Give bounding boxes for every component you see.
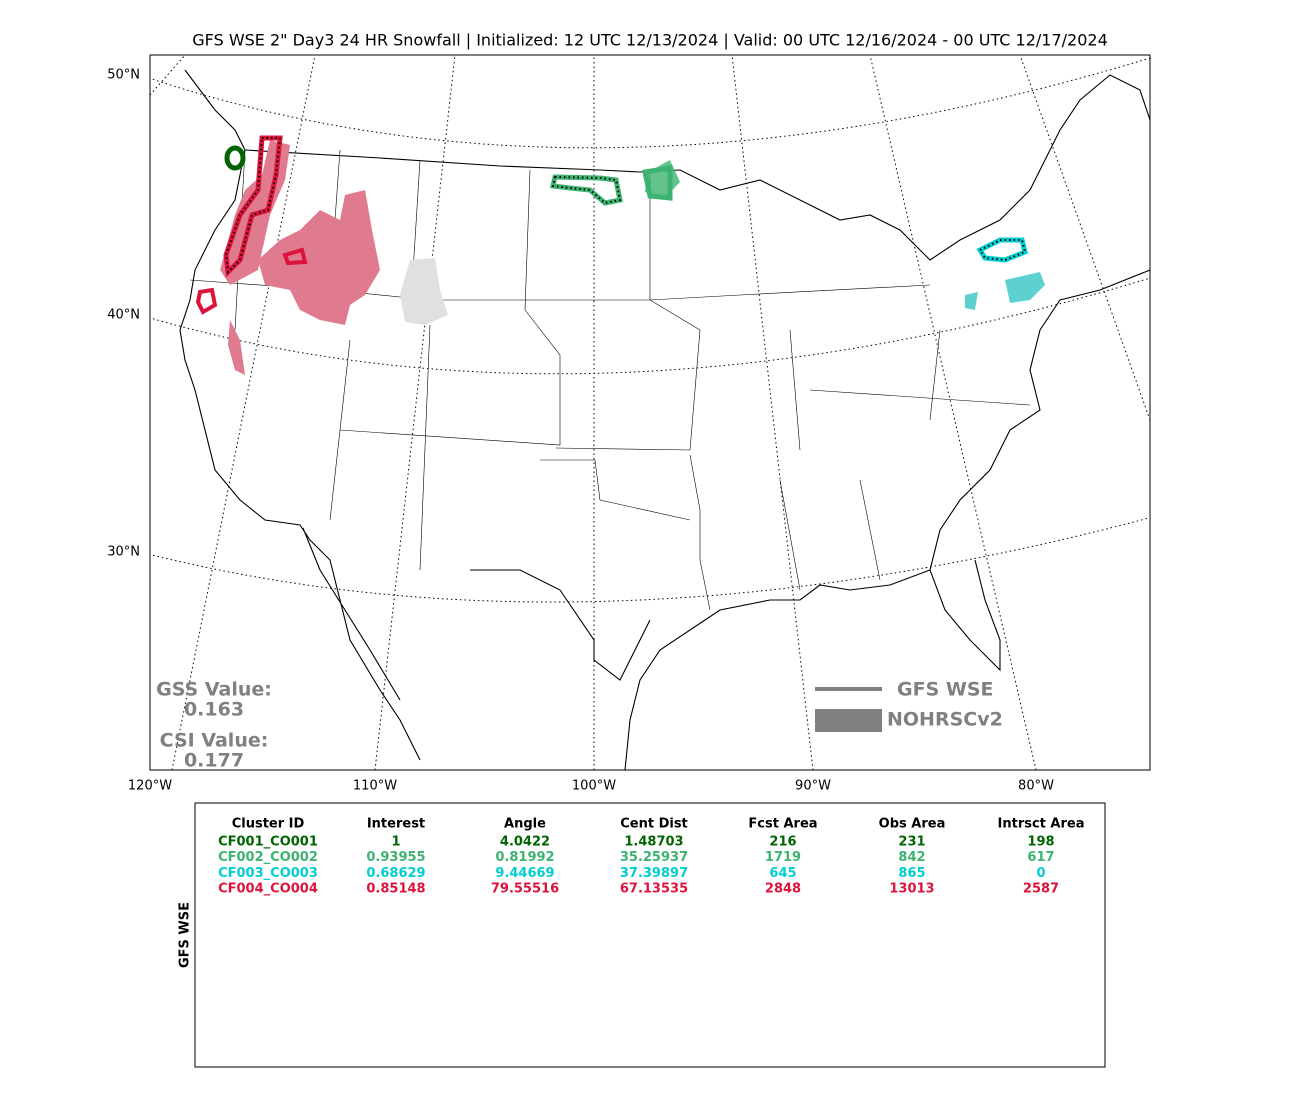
graticule	[150, 57, 1150, 149]
table-cell: 1	[391, 835, 400, 850]
graticule	[1019, 55, 1150, 421]
table-cell: CF004_CO004	[218, 882, 318, 897]
table-cell: CF002_CO002	[218, 850, 318, 865]
table-cell: 0.93955	[366, 850, 425, 865]
obs-area	[228, 320, 245, 375]
lon-label: 80°W	[1018, 779, 1054, 794]
graticule	[869, 55, 1037, 770]
obs-area	[258, 190, 380, 325]
table-cell: 4.0422	[500, 835, 550, 850]
table-header: Angle	[504, 817, 546, 832]
fcst-contour	[551, 175, 1027, 262]
map	[150, 55, 1150, 770]
table-cell: 865	[898, 866, 925, 881]
graticule	[374, 55, 456, 770]
table-cell: 645	[769, 866, 796, 881]
lon-label: 100°W	[572, 779, 616, 794]
table-cell: 9.44669	[495, 866, 554, 881]
table-header: Intrsct Area	[998, 817, 1085, 832]
table-header: Obs Area	[879, 817, 946, 832]
lat-label: 50°N	[107, 68, 140, 83]
table-cell: 13013	[889, 882, 934, 897]
lon-label: 120°W	[128, 779, 172, 794]
table: Cluster ID Interest Angle Cent Dist Fcst Are…	[218, 817, 1084, 897]
graticule	[150, 55, 186, 96]
lon-label: 110°W	[353, 779, 397, 794]
lon-label: 90°W	[795, 779, 831, 794]
fcst-contour	[976, 237, 1028, 263]
table-cell: 0.68629	[366, 866, 425, 881]
table-cell: 198	[1027, 835, 1054, 850]
legend-label: GFS WSE	[897, 679, 994, 701]
table-cell: 67.13535	[620, 882, 688, 897]
table-frame	[194, 802, 1106, 1068]
table-cell: 0.85148	[366, 882, 425, 897]
title: GFS WSE 2" Day3 24 HR Snowfall | Initial…	[192, 31, 1108, 50]
coastline	[179, 69, 421, 761]
table-header: Fcst Area	[748, 817, 817, 832]
graticule	[150, 517, 1150, 603]
lat-label: 30°N	[107, 545, 140, 560]
legend-patch	[815, 709, 882, 732]
table-cell: 1.48703	[624, 835, 683, 850]
table-cell: 0	[1036, 866, 1045, 881]
table-cell: 1719	[765, 850, 801, 865]
table-header: Cent Dist	[620, 817, 688, 832]
border	[470, 569, 651, 681]
table-cell: 216	[769, 835, 796, 850]
csi-label: CSI Value:	[160, 730, 269, 752]
table-cell: 231	[898, 835, 925, 850]
border	[244, 74, 1150, 261]
table-cell: 0.81992	[495, 850, 554, 865]
coastline	[624, 269, 1150, 770]
obs-area	[400, 258, 448, 325]
table-header: Cluster ID	[232, 817, 305, 832]
table-cell: 79.55516	[491, 882, 559, 897]
table-side-label: GFS WSE	[178, 902, 193, 968]
table-cell: 2848	[765, 882, 801, 897]
fcst-contour	[224, 137, 282, 275]
obs-area	[965, 272, 1045, 310]
table-cell: 842	[898, 850, 925, 865]
graticule	[731, 55, 814, 770]
fcst-contour	[195, 247, 308, 315]
table-cell: 37.39897	[620, 866, 688, 881]
map-frame	[149, 54, 1151, 771]
legend-label: NOHRSCv2	[887, 709, 1003, 731]
gss-label: GSS Value:	[156, 679, 272, 701]
table-header: Interest	[367, 817, 425, 832]
lat-label: 40°N	[107, 308, 140, 323]
csi-value: 0.177	[184, 750, 244, 772]
gss-value: 0.163	[184, 699, 244, 721]
fcst-contour	[224, 145, 246, 171]
table-cell: CF001_CO001	[218, 835, 318, 850]
table-cell: 35.25937	[620, 850, 688, 865]
graticule	[171, 55, 316, 770]
table-cell: CF003_CO003	[218, 866, 318, 881]
table-cell: 2587	[1023, 882, 1059, 897]
table-cell: 617	[1027, 850, 1054, 865]
